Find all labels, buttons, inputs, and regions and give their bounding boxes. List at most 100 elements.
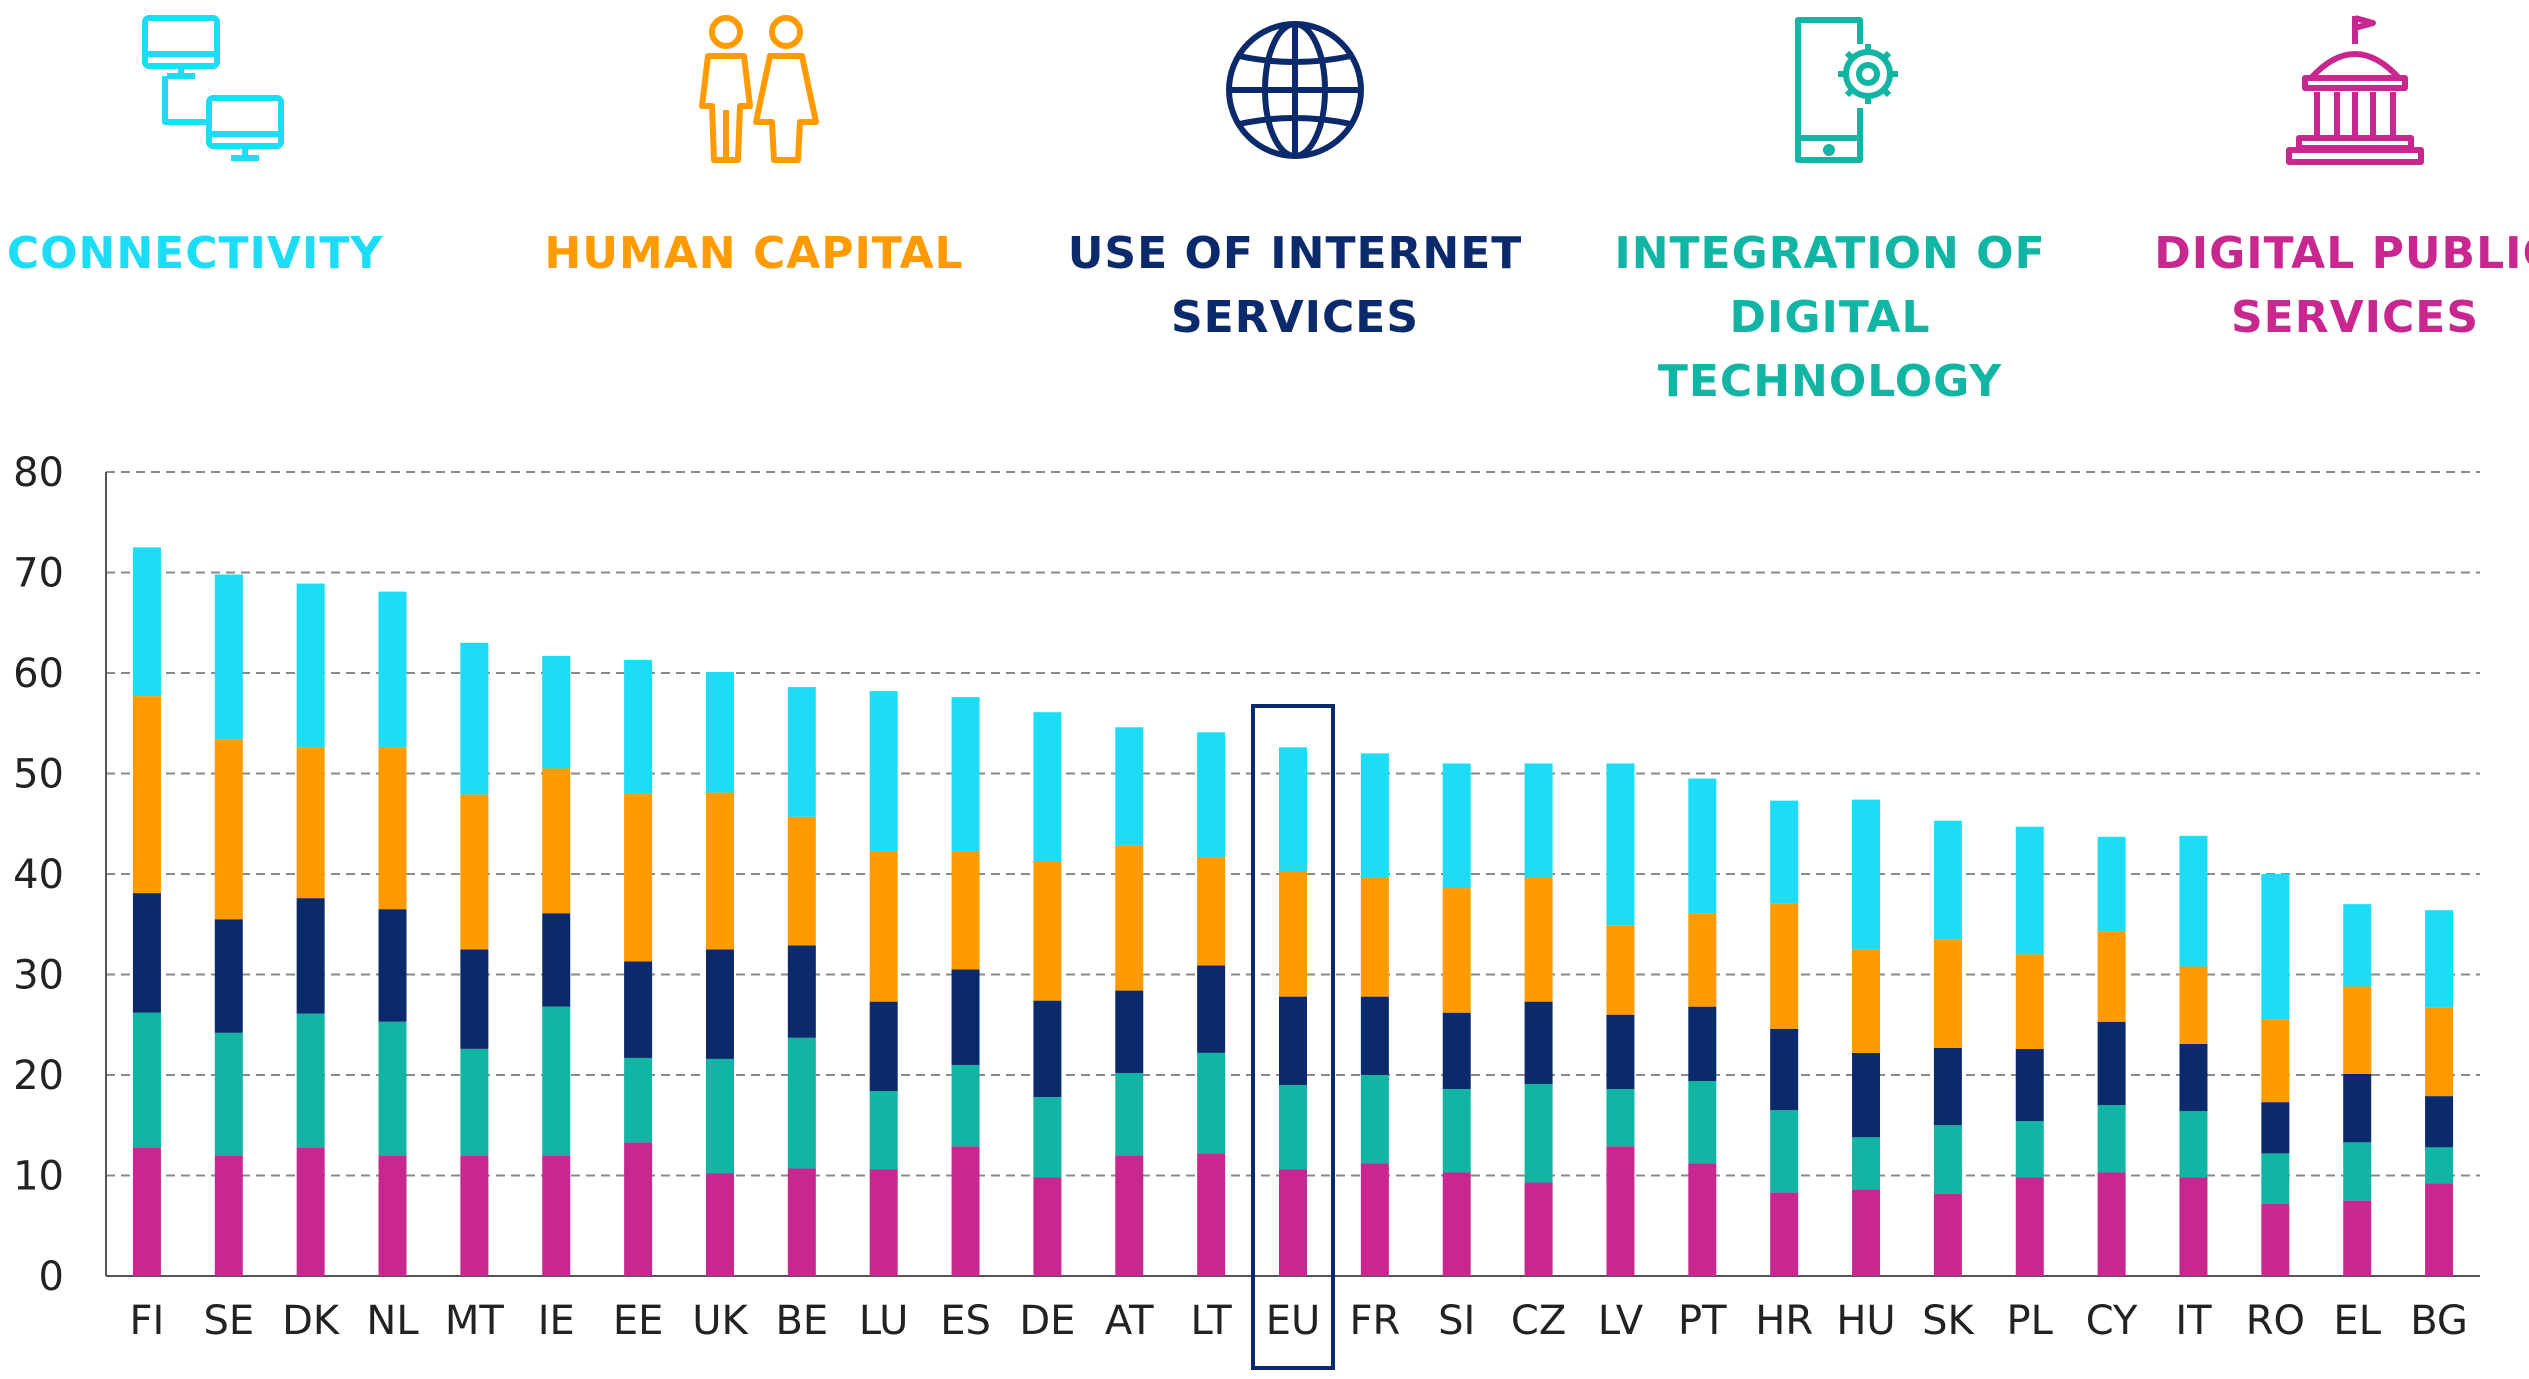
bar-segment-nl-s0 bbox=[378, 1155, 407, 1276]
bar-segment-hu-s2 bbox=[1852, 1052, 1881, 1138]
bar-segment-eu-s3 bbox=[1279, 870, 1307, 997]
bar-segment-mt-s1 bbox=[460, 1048, 489, 1156]
bar-segment-pl-s2 bbox=[2015, 1048, 2044, 1122]
x-tick-label-pt: PT bbox=[1678, 1298, 1727, 1344]
bar-segment-fr-s4 bbox=[1360, 753, 1389, 878]
bar-segment-it-s2 bbox=[2179, 1043, 2208, 1112]
bar-segment-cz-s1 bbox=[1524, 1084, 1553, 1183]
bar-segment-eu-s1 bbox=[1279, 1085, 1307, 1170]
bar-segment-si-s3 bbox=[1442, 888, 1471, 1013]
x-tick-label-fi: FI bbox=[130, 1298, 165, 1344]
bar-segment-sk-s3 bbox=[1933, 939, 1962, 1048]
legend-item-use-of-internet: USE OF INTERNET SERVICES bbox=[1015, 10, 1575, 350]
bar-segment-cz-s2 bbox=[1524, 1001, 1553, 1085]
x-tick-label-bg: BG bbox=[2410, 1298, 2468, 1344]
y-tick-label-0: 0 bbox=[39, 1254, 64, 1300]
x-tick-label-it: IT bbox=[2175, 1298, 2212, 1344]
x-tick-label-ie: IE bbox=[538, 1298, 575, 1344]
bar-segment-ee-s0 bbox=[624, 1142, 653, 1276]
bar-segment-fr-s0 bbox=[1360, 1163, 1389, 1276]
bar-segment-el-s2 bbox=[2343, 1073, 2372, 1143]
bar-segment-sk-s4 bbox=[1933, 820, 1962, 940]
legend: CONNECTIVITY HUMAN CAPITAL USE OF INTERN… bbox=[0, 0, 2529, 407]
legend-item-integration: INTEGRATION OF DIGITAL TECHNOLOGY bbox=[1550, 10, 2110, 414]
x-tick-label-ee: EE bbox=[613, 1298, 664, 1344]
bar-segment-cy-s0 bbox=[2097, 1172, 2126, 1276]
bar-segment-sk-s0 bbox=[1933, 1193, 1962, 1276]
bar-segment-se-s2 bbox=[214, 919, 243, 1033]
x-tick-label-uk: UK bbox=[692, 1298, 749, 1344]
bar-segment-uk-s1 bbox=[705, 1058, 734, 1174]
bar-segment-el-s3 bbox=[2343, 986, 2372, 1074]
x-tick-label-lu: LU bbox=[859, 1298, 909, 1344]
x-tick-label-lv: LV bbox=[1598, 1298, 1644, 1344]
legend-label-digital-public: DIGITAL PUBLIC SERVICES bbox=[2154, 228, 2529, 343]
bar-segment-uk-s3 bbox=[705, 792, 734, 950]
bar-segment-si-s2 bbox=[1442, 1012, 1471, 1090]
bar-segment-se-s0 bbox=[214, 1155, 243, 1276]
bar-segment-hr-s2 bbox=[1770, 1028, 1799, 1111]
bar-segment-es-s4 bbox=[951, 697, 980, 851]
y-tick-label-60: 60 bbox=[13, 651, 64, 697]
legend-label-use-of-internet: USE OF INTERNET SERVICES bbox=[1067, 228, 1523, 343]
x-tick-label-nl: NL bbox=[366, 1298, 419, 1344]
bar-segment-hu-s1 bbox=[1852, 1137, 1881, 1190]
government-building-icon bbox=[2286, 15, 2424, 165]
bar-segment-nl-s2 bbox=[378, 909, 407, 1022]
bar-segment-lt-s4 bbox=[1197, 732, 1226, 857]
bar-segment-be-s2 bbox=[787, 945, 816, 1038]
bar-segment-lt-s2 bbox=[1197, 965, 1226, 1053]
bar-segment-ro-s0 bbox=[2261, 1203, 2290, 1276]
bar-segment-de-s1 bbox=[1033, 1097, 1062, 1178]
bar-segment-at-s0 bbox=[1115, 1155, 1144, 1276]
x-tick-label-cy: CY bbox=[2086, 1298, 2138, 1344]
bar-segment-de-s2 bbox=[1033, 1000, 1062, 1098]
bar-segment-si-s0 bbox=[1442, 1172, 1471, 1276]
bar-segment-mt-s4 bbox=[460, 642, 489, 795]
bar-segment-el-s4 bbox=[2343, 904, 2372, 987]
bar-segment-ie-s4 bbox=[542, 655, 571, 769]
bar-segment-lt-s1 bbox=[1197, 1052, 1226, 1154]
bar-segment-it-s4 bbox=[2179, 835, 2208, 967]
y-tick-label-30: 30 bbox=[13, 953, 64, 999]
bar-segment-hu-s0 bbox=[1852, 1189, 1881, 1276]
bar-segment-nl-s3 bbox=[378, 747, 407, 910]
bar-segment-uk-s2 bbox=[705, 949, 734, 1059]
bar-segment-lv-s2 bbox=[1606, 1014, 1635, 1090]
bar-segment-si-s1 bbox=[1442, 1089, 1471, 1173]
bar-segment-pt-s3 bbox=[1688, 913, 1717, 1007]
bar-segment-el-s0 bbox=[2343, 1200, 2372, 1276]
bar-segment-at-s1 bbox=[1115, 1072, 1144, 1156]
bar-segment-it-s0 bbox=[2179, 1177, 2208, 1276]
legend-label-connectivity: CONNECTIVITY bbox=[6, 228, 384, 279]
bar-segment-ro-s4 bbox=[2261, 874, 2290, 1020]
bar-segment-mt-s3 bbox=[460, 794, 489, 950]
bar-segment-cy-s4 bbox=[2097, 836, 2126, 932]
bar-segment-mt-s2 bbox=[460, 949, 489, 1049]
bar-segment-se-s1 bbox=[214, 1032, 243, 1156]
bar-segment-es-s1 bbox=[951, 1064, 980, 1147]
bar-segment-hr-s1 bbox=[1770, 1110, 1799, 1193]
bar-segment-nl-s1 bbox=[378, 1021, 407, 1156]
bar-segment-es-s3 bbox=[951, 850, 980, 970]
bar-segment-cz-s0 bbox=[1524, 1182, 1553, 1276]
x-tick-label-sk: SK bbox=[1922, 1298, 1975, 1344]
bar-segment-fi-s0 bbox=[132, 1147, 161, 1276]
bar-segment-it-s3 bbox=[2179, 966, 2208, 1044]
bar-segment-dk-s2 bbox=[296, 898, 325, 1014]
bar-segment-at-s4 bbox=[1115, 727, 1144, 846]
bar-segment-eu-s2 bbox=[1279, 996, 1307, 1086]
people-icon bbox=[699, 15, 819, 163]
x-tick-label-mt: MT bbox=[445, 1298, 505, 1344]
x-tick-label-hr: HR bbox=[1755, 1298, 1813, 1344]
bar-segment-hr-s0 bbox=[1770, 1192, 1799, 1276]
bar-segment-se-s4 bbox=[214, 574, 243, 740]
bar-segment-cz-s4 bbox=[1524, 763, 1553, 879]
bar-segment-fr-s1 bbox=[1360, 1075, 1389, 1164]
bar-segment-cy-s1 bbox=[2097, 1105, 2126, 1173]
bar-segment-uk-s4 bbox=[705, 671, 734, 793]
bar-segment-pt-s0 bbox=[1688, 1163, 1717, 1276]
bar-segment-it-s1 bbox=[2179, 1111, 2208, 1178]
bar-segment-hu-s3 bbox=[1852, 949, 1881, 1053]
y-tick-label-80: 80 bbox=[13, 450, 64, 496]
